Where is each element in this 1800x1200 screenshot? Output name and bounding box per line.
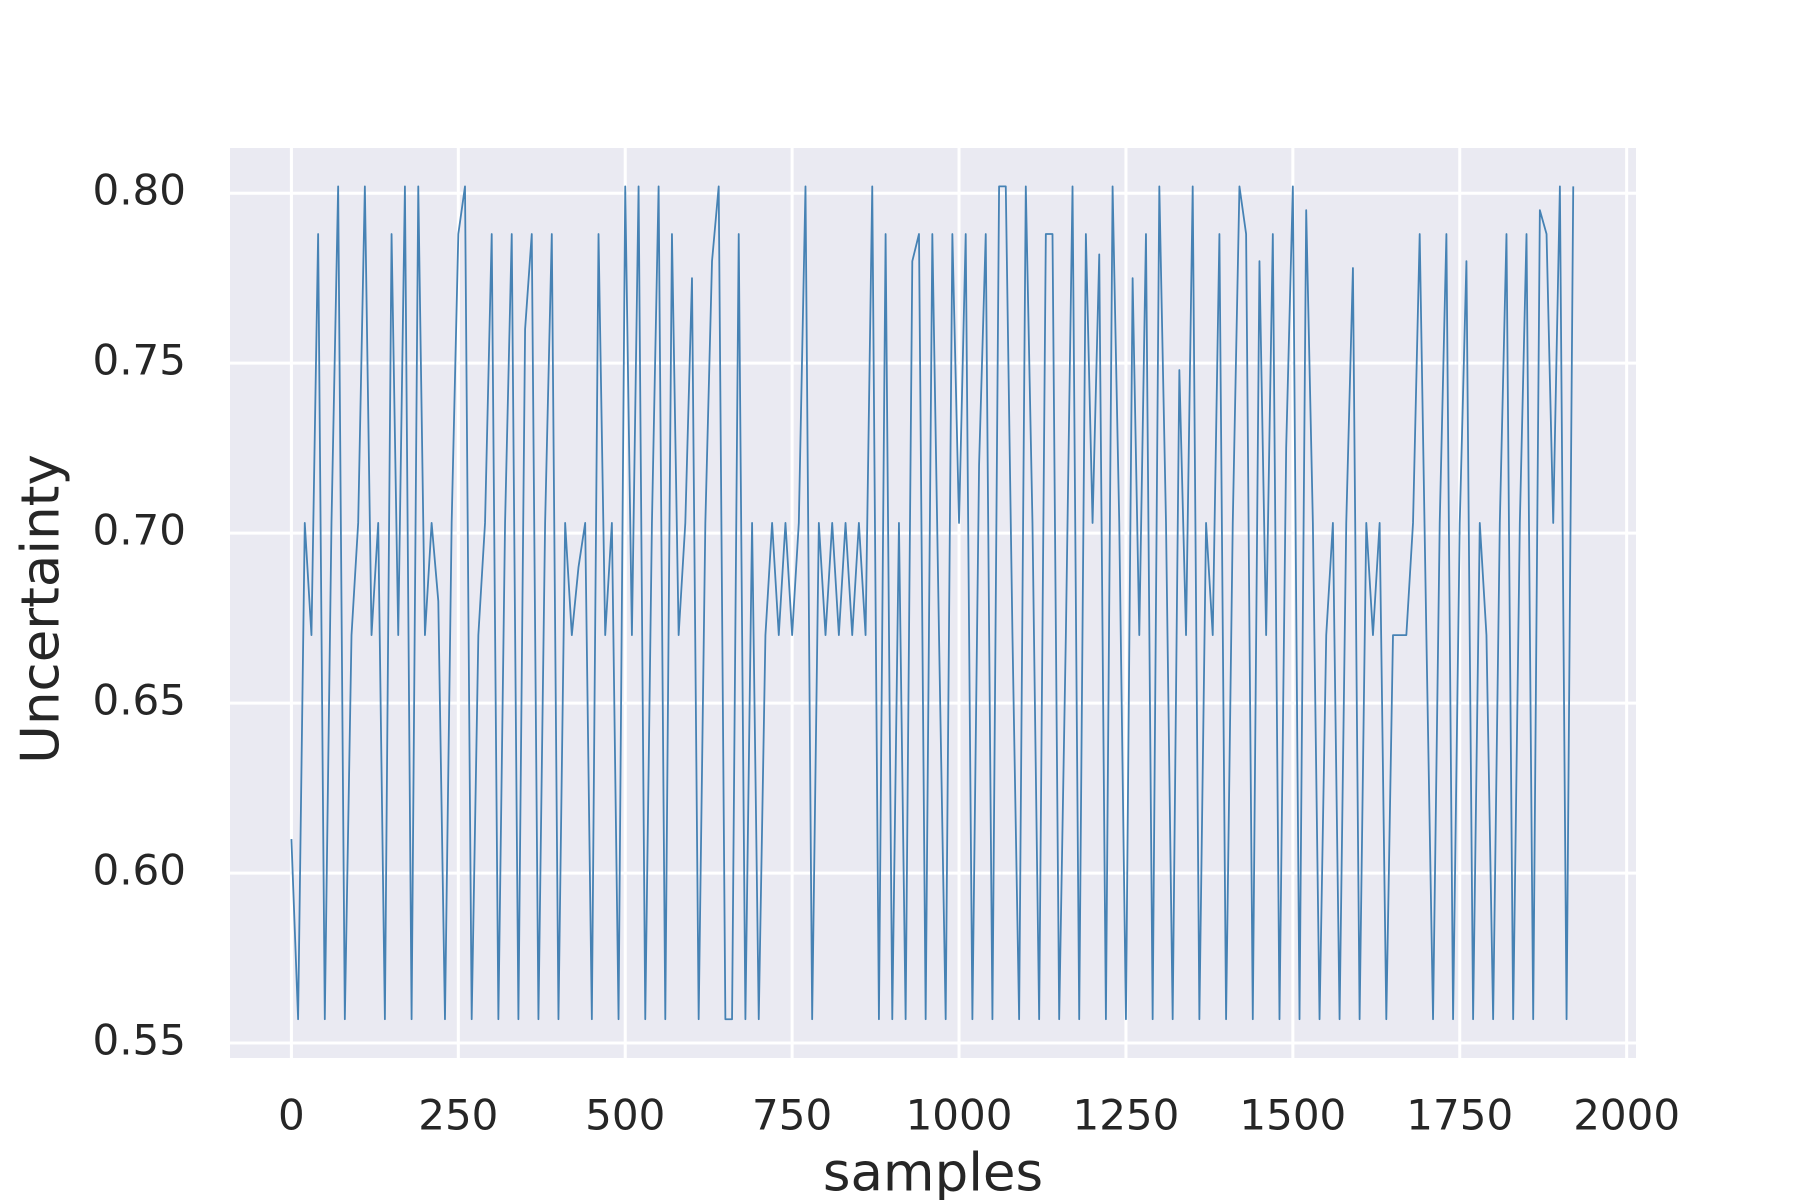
y-tick-label: 0.70 xyxy=(92,506,186,555)
grid xyxy=(230,148,1636,1058)
y-tick-label: 0.65 xyxy=(92,676,186,725)
x-axis-label: samples xyxy=(823,1143,1043,1200)
line xyxy=(290,185,1575,1021)
x-tick-label: 1250 xyxy=(1072,1091,1179,1140)
x-tick-label: 2000 xyxy=(1573,1091,1680,1140)
y-tick-label: 0.60 xyxy=(92,846,186,895)
y-tick-label: 0.80 xyxy=(92,166,186,215)
x-tick-label: 500 xyxy=(585,1091,665,1140)
marks xyxy=(290,185,1575,1021)
x-tick-label: 1500 xyxy=(1239,1091,1346,1140)
y-axis-label: Uncertainty xyxy=(11,454,72,764)
x-tick-label: 750 xyxy=(752,1091,832,1140)
x-tick-label: 250 xyxy=(418,1091,498,1140)
y-tick-label: 0.75 xyxy=(92,336,186,385)
x-tick-label: 1750 xyxy=(1406,1091,1513,1140)
x-tick-label: 1000 xyxy=(906,1091,1013,1140)
y-tick-label: 0.55 xyxy=(92,1016,186,1065)
x-tick-label: 0 xyxy=(278,1091,305,1140)
